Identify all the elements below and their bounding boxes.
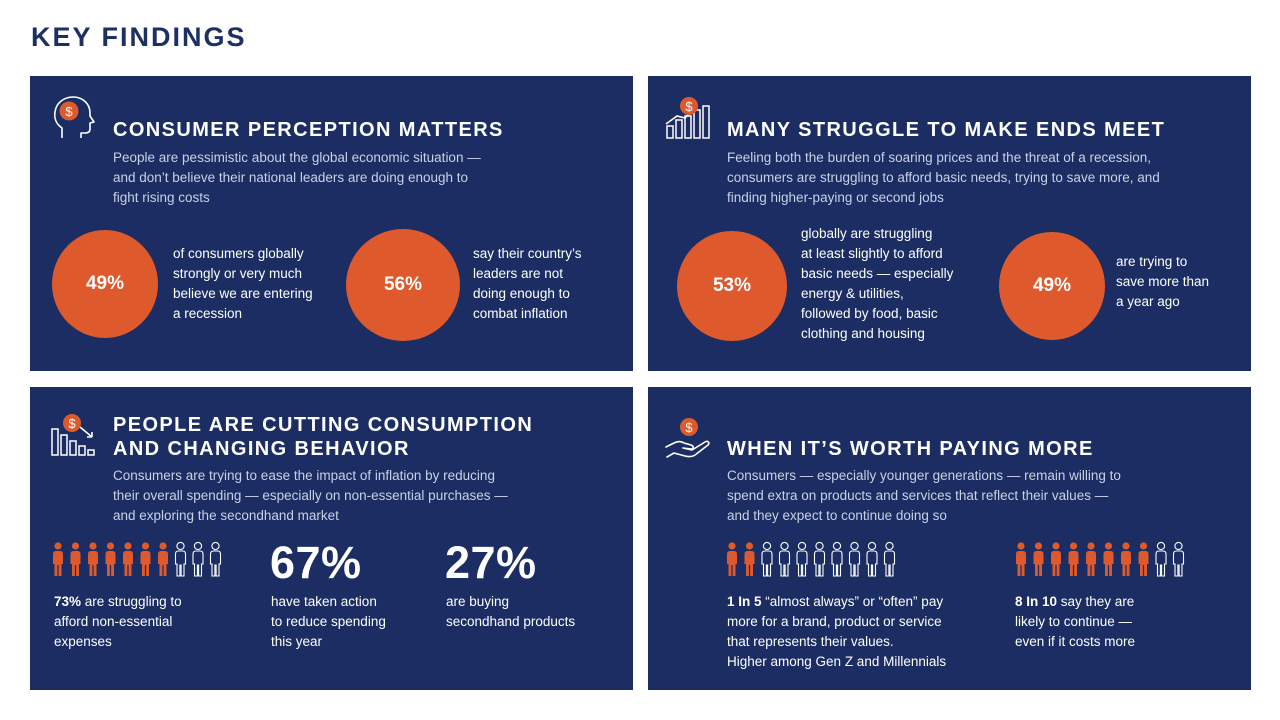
person-icon	[1155, 541, 1167, 577]
stat-text: say their country’s leaders are not doin…	[473, 246, 582, 321]
person-icon	[192, 541, 204, 577]
person-icon	[778, 541, 791, 577]
stat-text: are trying to save more than a year ago	[1116, 254, 1210, 309]
person-icon	[1172, 541, 1185, 577]
stat-circle: 49%	[52, 230, 158, 338]
panel-make-ends-meet: $ MANY STRUGGLE TO MAKE ENDS MEET Feelin…	[648, 76, 1251, 371]
person-icon	[796, 541, 808, 577]
stat-text: 73% are struggling to afford non-essenti…	[54, 594, 182, 649]
person-icon	[174, 541, 187, 577]
person-icon	[1051, 542, 1061, 576]
person-icon	[813, 541, 826, 577]
person-icon	[1121, 542, 1131, 576]
person-icon	[53, 542, 63, 576]
head-dollar-icon: $	[53, 96, 95, 138]
panel-title: WHEN IT’S WORTH PAYING MORE	[727, 438, 1094, 460]
person-icon	[70, 542, 81, 576]
stat-text: globally are struggling at least slightl…	[801, 226, 954, 341]
person-icon	[105, 542, 116, 576]
panel-consumer-perception: $ CONSUMER PERCEPTION MATTERS People are…	[30, 76, 633, 371]
stat-big-number: 67%	[270, 537, 362, 588]
stat-text: are buying secondhand products	[446, 594, 576, 629]
panel-cutting-consumption: $ PEOPLE ARE CUTTING CONSUMPTION AND CHA…	[30, 387, 633, 690]
people-pictogram-8-in-10	[1016, 541, 1185, 577]
person-icon	[866, 541, 878, 577]
svg-text:$: $	[685, 420, 693, 435]
svg-text:$: $	[685, 99, 693, 114]
person-icon	[1086, 542, 1096, 576]
person-icon	[1033, 542, 1044, 576]
stat-big-number: 27%	[445, 537, 537, 588]
panel-title: PEOPLE ARE CUTTING CONSUMPTION AND CHANG…	[113, 414, 534, 460]
person-icon	[158, 542, 168, 576]
panel-description: Feeling both the burden of soaring price…	[727, 150, 1160, 205]
person-icon	[727, 542, 737, 576]
person-icon	[883, 541, 896, 577]
people-pictogram-73	[53, 541, 222, 577]
person-icon	[744, 542, 755, 576]
hand-dollar-icon: $	[665, 418, 710, 458]
person-icon	[848, 541, 861, 577]
person-icon	[1138, 542, 1149, 576]
stat-text: 8 In 10 say they are likely to continue …	[1015, 594, 1136, 649]
stat-text: of consumers globally strongly or very m…	[173, 246, 313, 321]
svg-text:$: $	[65, 104, 73, 119]
stat-text: have taken action to reduce spending thi…	[271, 594, 386, 649]
panel-worth-paying-more: $ WHEN IT’S WORTH PAYING MORE Consumers …	[648, 387, 1251, 690]
person-icon	[88, 542, 98, 576]
rising-bar-chart-dollar-icon: $	[665, 97, 710, 139]
falling-bar-chart-dollar-icon: $	[51, 414, 95, 456]
person-icon	[761, 541, 773, 577]
panel-description: People are pessimistic about the global …	[113, 150, 481, 205]
panel-description: Consumers — especially younger generatio…	[727, 468, 1121, 523]
stat-circle: 53%	[677, 231, 787, 341]
stat-circle: 49%	[999, 232, 1105, 340]
stat-circle: 56%	[346, 229, 460, 341]
stat-text: 1 In 5 “almost always” or “often” pay mo…	[727, 594, 947, 669]
panel-title: MANY STRUGGLE TO MAKE ENDS MEET	[727, 119, 1166, 141]
person-icon	[1016, 542, 1026, 576]
panel-title: CONSUMER PERCEPTION MATTERS	[113, 119, 504, 141]
people-pictogram-1-in-5	[727, 541, 896, 577]
person-icon	[1068, 542, 1079, 576]
person-icon	[1103, 542, 1114, 576]
person-icon	[123, 542, 133, 576]
svg-text:$: $	[68, 416, 76, 431]
person-icon	[140, 542, 151, 576]
person-icon	[209, 541, 222, 577]
person-icon	[831, 541, 843, 577]
page-title: KEY FINDINGS	[31, 22, 247, 52]
panel-description: Consumers are trying to ease the impact …	[113, 468, 508, 523]
